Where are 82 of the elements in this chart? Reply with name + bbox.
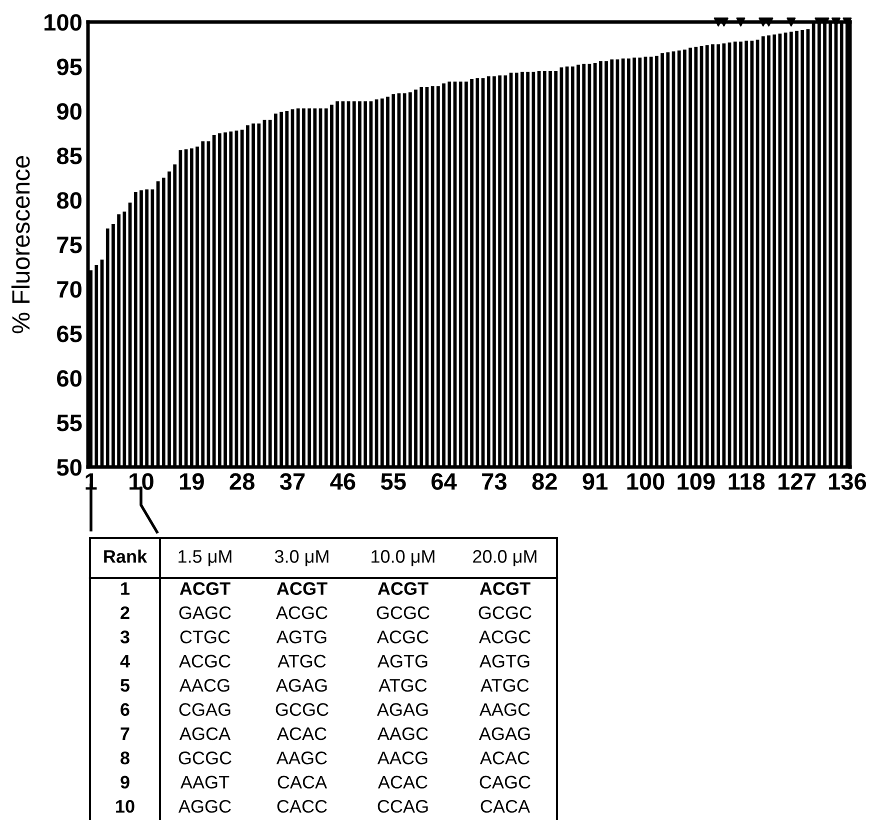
x-tick-label: 28 (230, 473, 254, 490)
y-tick-label: 85 (56, 148, 82, 164)
text: AGTG (276, 630, 326, 644)
y-axis-title: % Fluorescence (11, 156, 30, 334)
x-tick-label: 109 (678, 473, 715, 490)
text: AAGC (276, 752, 327, 764)
text: CCAG (378, 800, 428, 813)
text: 10.0 μM (372, 550, 434, 566)
text: 1 (121, 582, 130, 595)
text: AGTG (377, 654, 428, 668)
text: Rank (104, 550, 148, 563)
x-tick-label: 91 (582, 473, 608, 490)
text: CACC (277, 800, 327, 813)
text: AAGT (180, 776, 230, 789)
text: 4 (120, 654, 130, 668)
y-tick-label: 55 (56, 414, 82, 432)
text: ACGT (180, 582, 230, 595)
y-tick-label: 50 (56, 459, 82, 476)
text: ATGC (378, 678, 427, 692)
y-tick-label: 95 (57, 58, 82, 76)
x-tick-label: 64 (432, 473, 457, 490)
text: ACGC (376, 630, 428, 644)
text: AGAG (478, 727, 530, 740)
y-tick-label: 60 (57, 370, 82, 387)
text: CAGC (480, 776, 530, 789)
text: AAGC (479, 703, 530, 716)
text: ATGC (480, 678, 529, 692)
x-tick-label: 82 (532, 473, 557, 490)
text: CACA (278, 776, 328, 789)
text: AGAG (376, 703, 428, 716)
text: 9 (120, 776, 130, 789)
text: ACGC (178, 654, 230, 668)
text: 7 (120, 728, 130, 740)
text: GAGC (179, 606, 231, 620)
x-tick-label: 19 (180, 473, 204, 490)
text: ACAC (276, 727, 326, 740)
text: ACGT (378, 582, 428, 595)
text: 3 (120, 630, 130, 644)
x-tick-label: 127 (778, 473, 816, 490)
text: AGAG (276, 678, 327, 692)
text: AGTG (479, 654, 530, 668)
text: ACAC (480, 752, 530, 764)
text: ACGC (478, 630, 530, 644)
text: 10 (116, 800, 134, 813)
text: ACAC (378, 776, 428, 789)
text: CTGC (180, 630, 230, 644)
x-tick-label: 136 (828, 473, 866, 490)
text: 3.0 μM (274, 550, 328, 566)
text: ATGC (278, 654, 326, 668)
text: AGGC (178, 800, 231, 813)
x-tick-label: 46 (330, 473, 356, 490)
x-tick-label: 10 (130, 473, 154, 490)
text: 2 (120, 606, 130, 619)
text: GCGC (178, 752, 232, 764)
text: CACA (480, 800, 530, 813)
text: AACG (179, 678, 230, 692)
x-tick-label: 118 (728, 473, 765, 490)
y-tick-label: 90 (57, 103, 82, 120)
text: GCGC (376, 606, 430, 620)
x-tick-label: 37 (280, 473, 305, 490)
x-tick-label: 100 (627, 473, 664, 490)
x-tick-label: 73 (482, 473, 506, 490)
text: GCGC (276, 703, 328, 716)
text: CGAG (179, 703, 230, 716)
text: AGCA (179, 727, 231, 740)
text: 6 (120, 703, 130, 716)
y-tick-label: 75 (57, 236, 82, 254)
text: GCGC (478, 606, 532, 620)
text: 5 (120, 679, 130, 692)
text: ACGT (276, 582, 328, 595)
text: 20.0 μM (473, 550, 536, 566)
text: AAGC (377, 727, 428, 740)
y-tick-label: 80 (56, 192, 82, 209)
text: AACG (377, 752, 428, 764)
text: 8 (120, 752, 130, 764)
text: ACGC (276, 606, 328, 620)
y-tick-label: 70 (57, 281, 82, 298)
text: ACGT (480, 582, 530, 595)
y-tick-label: 65 (57, 326, 82, 342)
y-tick-label: 100 (44, 14, 82, 31)
text: 1.5 μM (178, 550, 232, 566)
x-tick-label: 55 (380, 473, 406, 490)
